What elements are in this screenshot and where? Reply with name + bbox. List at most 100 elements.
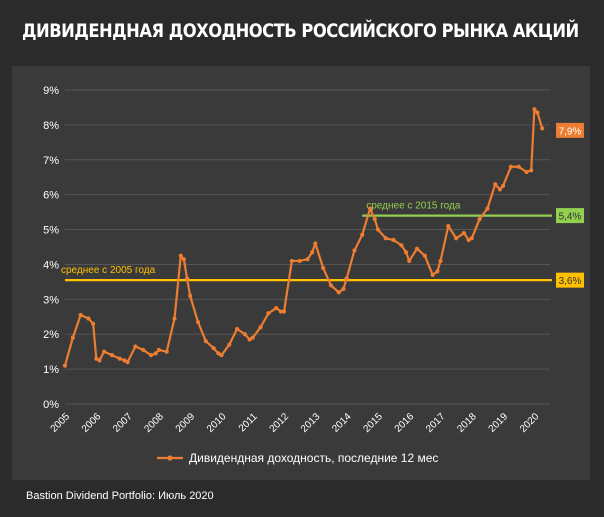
data-point [117, 356, 122, 361]
data-point [375, 227, 381, 232]
y-tick-label: 3% [43, 294, 59, 306]
data-point [341, 286, 346, 291]
footer-source: Bastion Dividend Portfolio: Июль 2020 [26, 490, 214, 502]
data-point [94, 356, 99, 361]
data-point [344, 276, 349, 281]
data-point [247, 337, 252, 342]
reference-value-label: 5,4% [559, 212, 582, 223]
x-tick-label: 2019 [487, 411, 511, 435]
x-tick-label: 2005 [49, 411, 73, 435]
data-point [403, 250, 409, 255]
x-tick-label: 2020 [518, 411, 542, 435]
dividend-yield-chart: 0% 1% 2% 3% 4% 5% 6% 7% 8% 9% 2005 2006 2007 2008 2009… [43, 85, 584, 465]
data-point [540, 126, 545, 131]
data-point [310, 250, 315, 255]
data-point [438, 258, 443, 264]
data-point [305, 257, 310, 262]
data-point [153, 351, 158, 356]
data-point [219, 353, 224, 358]
data-point [336, 290, 341, 295]
data-point [500, 183, 506, 189]
x-tick-label: 2010 [205, 411, 229, 435]
legend-label: Дивидендная доходность, последние 12 мес [189, 451, 438, 465]
data-point [86, 316, 91, 321]
data-point [141, 347, 146, 353]
data-point [383, 236, 388, 241]
reference-line-label: среднее с 2015 года [366, 201, 461, 212]
data-point [360, 232, 365, 237]
y-tick-label: 4% [43, 259, 59, 271]
data-point [469, 236, 474, 241]
reference-value-label: 3,6% [559, 276, 582, 287]
y-tick-label: 2% [43, 329, 59, 341]
x-tick-label: 2011 [237, 411, 260, 434]
data-point [70, 335, 75, 340]
data-point [399, 243, 404, 248]
data-point [278, 309, 284, 314]
data-point [529, 168, 534, 173]
data-point [109, 353, 115, 358]
data-point [367, 206, 373, 211]
data-point [289, 258, 294, 264]
reference-value-box [556, 272, 584, 288]
legend-swatch-marker [167, 455, 173, 461]
data-point [391, 237, 396, 243]
x-tick-label: 2018 [455, 411, 479, 435]
data-point [477, 216, 482, 222]
x-tick-label: 2015 [361, 411, 385, 435]
data-point [485, 206, 490, 211]
data-point [242, 332, 248, 337]
x-tick-label: 2007 [111, 411, 135, 435]
data-point [227, 342, 232, 347]
data-point [435, 269, 440, 274]
data-point [97, 358, 102, 363]
data-point [102, 349, 107, 354]
data-point [91, 321, 96, 326]
x-tick-label: 2013 [299, 411, 323, 435]
data-point [164, 349, 169, 354]
y-tick-label: 8% [43, 120, 59, 132]
page-title: ДИВИДЕНДНАЯ ДОХОДНОСТЬ РОССИЙСКОГО РЫНКА… [22, 20, 579, 42]
x-tick-label: 2009 [174, 411, 198, 435]
data-point [234, 326, 240, 332]
data-point [297, 258, 302, 264]
data-point [203, 339, 208, 344]
data-point [148, 353, 154, 358]
data-point [178, 253, 183, 258]
data-point [321, 265, 326, 271]
y-tick-label: 0% [43, 399, 59, 411]
data-point [313, 241, 318, 246]
data-point [535, 110, 540, 115]
data-point [454, 236, 459, 241]
reference-value-box [556, 208, 584, 224]
data-point [125, 360, 130, 365]
data-point [461, 230, 467, 236]
data-point [281, 309, 287, 314]
data-point [274, 305, 279, 311]
data-point [516, 164, 521, 169]
data-point [62, 363, 68, 368]
data-point [372, 216, 377, 222]
data-point [211, 346, 216, 351]
data-point [122, 358, 127, 363]
data-point [466, 237, 471, 243]
data-point [78, 312, 83, 318]
x-tick-label: 2006 [80, 411, 104, 435]
end-value-box [556, 122, 584, 138]
y-tick-label: 6% [43, 190, 59, 202]
data-point [195, 319, 201, 325]
data-point [133, 344, 138, 349]
data-point [216, 351, 221, 356]
data-point [156, 347, 161, 353]
y-tick-label: 5% [43, 225, 59, 237]
chart-panel: 0% 1% 2% 3% 4% 5% 6% 7% 8% 9% 2005 2006 2007 2008 2009… [12, 66, 590, 480]
data-point [414, 246, 420, 251]
x-tick-label: 2016 [393, 411, 417, 435]
data-point [524, 169, 529, 175]
data-point [407, 258, 412, 264]
y-tick-label: 1% [43, 364, 59, 376]
data-point [188, 293, 193, 298]
y-tick-label: 7% [43, 155, 59, 167]
end-value-label: 7,9% [559, 126, 582, 137]
data-point [181, 257, 187, 262]
